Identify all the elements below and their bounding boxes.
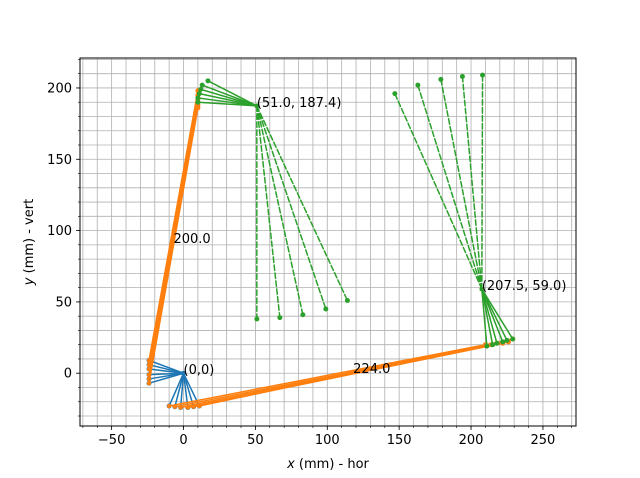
green-point bbox=[196, 91, 202, 97]
green-point bbox=[459, 74, 465, 80]
orange-segment bbox=[148, 107, 199, 384]
green-segment bbox=[201, 84, 258, 107]
x-tick-label: 250 bbox=[531, 433, 556, 448]
orange-point bbox=[195, 105, 201, 111]
green-point bbox=[484, 343, 490, 349]
green-point bbox=[490, 342, 496, 348]
ticks: −50 0 50 100 150 200 250 0 50 100 150 200 bbox=[47, 59, 572, 448]
x-axis-label-rest: (mm) - hor bbox=[295, 457, 370, 472]
x-axis-label-var: x bbox=[286, 457, 295, 472]
green-point bbox=[510, 336, 516, 342]
annotation-label: (0,0) bbox=[184, 363, 215, 378]
y-axis-label-rest: (mm) - vert bbox=[22, 199, 37, 278]
green-point bbox=[344, 297, 350, 303]
green-segment bbox=[417, 84, 483, 290]
green-point bbox=[438, 76, 444, 82]
x-tick-label: 100 bbox=[315, 433, 340, 448]
green-segment bbox=[481, 288, 498, 345]
orange-segment bbox=[148, 94, 199, 366]
x-tick-label: 200 bbox=[459, 433, 484, 448]
orange-point bbox=[146, 381, 152, 386]
orange-point bbox=[178, 405, 183, 410]
green-segment bbox=[440, 78, 483, 290]
green-point bbox=[195, 99, 201, 105]
annotation-label: (207.5, 59.0) bbox=[482, 279, 567, 294]
orange-point bbox=[185, 405, 191, 410]
annotation-label: 200.0 bbox=[173, 232, 210, 247]
green-segment bbox=[256, 105, 327, 310]
orange-segment bbox=[198, 338, 514, 407]
green-point bbox=[195, 95, 201, 101]
green-point bbox=[392, 91, 398, 97]
green-point bbox=[415, 82, 421, 88]
blue-segment bbox=[148, 368, 185, 374]
green-segment bbox=[481, 288, 494, 346]
green-segment bbox=[481, 288, 508, 342]
green-segment bbox=[481, 288, 504, 343]
green-segment bbox=[394, 92, 483, 290]
green-point bbox=[323, 306, 329, 312]
x-tick-label: 0 bbox=[179, 433, 187, 448]
y-tick-label: 150 bbox=[47, 153, 72, 168]
green-segment bbox=[256, 105, 304, 316]
orange-point bbox=[197, 403, 202, 409]
green-point bbox=[198, 86, 204, 92]
orange-segment bbox=[168, 343, 487, 407]
blue-segment bbox=[182, 372, 189, 409]
green-segment bbox=[481, 74, 484, 290]
y-tick-label: 100 bbox=[47, 224, 72, 239]
green-point bbox=[254, 316, 260, 322]
green-segment bbox=[207, 80, 258, 107]
x-tick-label: 50 bbox=[247, 433, 264, 448]
green-point bbox=[480, 72, 486, 78]
green-segment bbox=[481, 288, 488, 347]
green-point bbox=[494, 340, 500, 346]
green-segment bbox=[256, 105, 349, 302]
green-point bbox=[479, 286, 485, 292]
blue-segment bbox=[148, 372, 185, 384]
blue-segment bbox=[174, 372, 185, 408]
y-tick-label: 0 bbox=[64, 367, 72, 382]
green-point bbox=[199, 82, 205, 88]
orange-point bbox=[191, 404, 196, 409]
y-tick-label: 50 bbox=[55, 295, 72, 310]
x-tick-label: −50 bbox=[98, 433, 125, 448]
green-segment bbox=[197, 101, 258, 107]
blue-segment bbox=[179, 372, 185, 409]
green-point bbox=[300, 312, 306, 318]
green-segment bbox=[461, 75, 483, 290]
y-axis-label-var: y bbox=[22, 277, 37, 286]
orange-segment bbox=[148, 90, 199, 362]
y-axis-label: y (mm) - vert bbox=[22, 199, 37, 286]
plot-area bbox=[146, 72, 516, 410]
orange-point bbox=[166, 403, 172, 409]
blue-segment bbox=[168, 372, 185, 407]
green-point bbox=[277, 315, 283, 321]
green-segment bbox=[256, 105, 281, 319]
x-tick-label: 150 bbox=[387, 433, 412, 448]
green-point bbox=[205, 78, 211, 84]
blue-point bbox=[181, 371, 186, 376]
green-point bbox=[500, 339, 506, 345]
y-tick-label: 200 bbox=[47, 81, 72, 96]
green-point bbox=[254, 103, 260, 109]
axes-frame bbox=[79, 57, 577, 427]
annotations: (0,0) (51.0, 187.4) (207.5, 59.0) 200.0 224.… bbox=[173, 96, 566, 378]
annotation-label: 224.0 bbox=[353, 362, 390, 377]
green-segment bbox=[481, 288, 514, 340]
orange-point bbox=[172, 404, 178, 409]
annotation-label: (51.0, 187.4) bbox=[257, 96, 342, 111]
x-axis-label: x (mm) - hor bbox=[286, 457, 369, 472]
green-point bbox=[504, 337, 510, 343]
